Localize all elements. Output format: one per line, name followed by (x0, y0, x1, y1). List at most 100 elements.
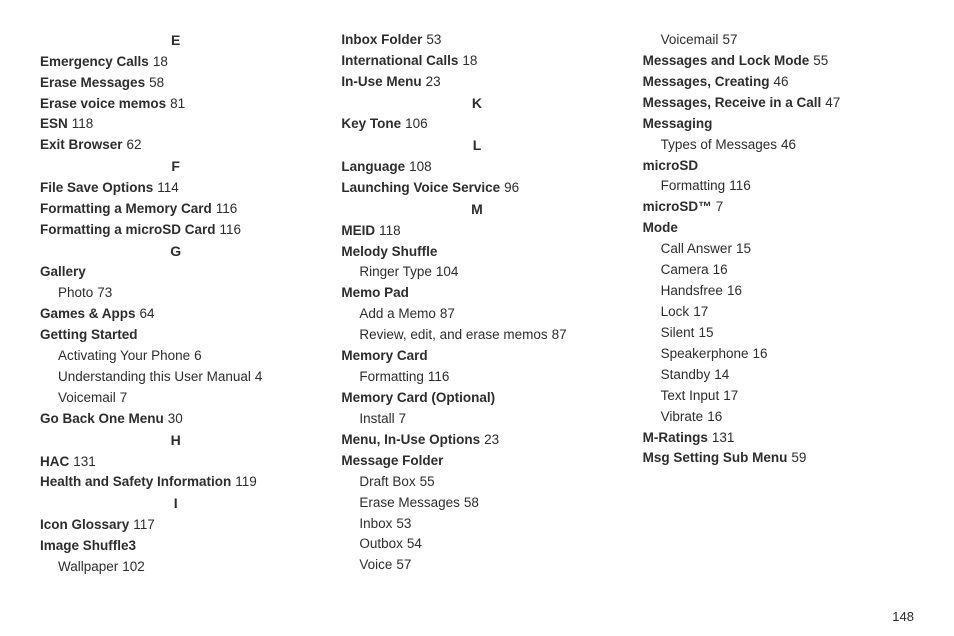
index-page-ref: 117 (133, 517, 155, 532)
index-term: ESN (40, 116, 68, 131)
index-entry: Launching Voice Service 96 (341, 178, 612, 199)
index-term: Launching Voice Service (341, 180, 500, 195)
index-subterm: Erase Messages (359, 495, 460, 510)
index-entry: Language108 (341, 157, 612, 178)
index-term: Emergency Calls (40, 54, 149, 69)
index-section-letter: L (341, 135, 612, 157)
index-page-ref: 116 (729, 178, 751, 193)
index-entry: Message Folder (341, 451, 612, 472)
index-subterm: Wallpaper (58, 559, 118, 574)
index-page-ref: 118 (72, 116, 94, 131)
index-entry: ESN 118 (40, 114, 311, 135)
index-page-ref: 104 (436, 264, 459, 279)
index-page-ref: 58 (464, 495, 479, 510)
index-entry: Go Back One Menu30 (40, 409, 311, 430)
index-term: Gallery (40, 264, 86, 279)
index-page-ref: 18 (462, 53, 477, 68)
index-page-ref: 14 (714, 367, 729, 382)
index-subterm: Standby (661, 367, 711, 382)
index-term: Melody Shuffle (341, 244, 437, 259)
index-subentry: Text Input17 (643, 386, 914, 407)
page: EEmergency Calls18Erase Messages58Erase … (0, 0, 954, 636)
index-page-ref: 118 (379, 223, 401, 238)
index-subterm: Understanding this User Manual (58, 369, 251, 384)
index-subterm: Add a Memo (359, 306, 436, 321)
index-term: Formatting a microSD Card (40, 222, 216, 237)
index-subentry: Review, edit, and erase memos87 (341, 325, 612, 346)
index-subterm: Inbox (359, 516, 392, 531)
index-subentry: Camera16 (643, 260, 914, 281)
index-term: In-Use Menu (341, 74, 421, 89)
index-term: Exit Browser (40, 137, 123, 152)
index-subentry: Erase Messages 58 (341, 493, 612, 514)
index-entry: microSD (643, 156, 914, 177)
index-entry: Messages, Creating46 (643, 72, 914, 93)
index-page-ref: 87 (440, 306, 455, 321)
index-subentry: Types of Messages46 (643, 135, 914, 156)
index-page-ref: 53 (426, 32, 441, 47)
index-term: HAC (40, 454, 69, 469)
index-section-letter: H (40, 430, 311, 452)
index-term: Memo Pad (341, 285, 409, 300)
index-page-ref: 58 (149, 75, 164, 90)
index-subentry: Inbox53 (341, 514, 612, 535)
index-subentry: Wallpaper102 (40, 557, 311, 578)
index-term: Image Shuffle3 (40, 538, 136, 553)
index-entry: Formatting a Memory Card116 (40, 199, 311, 220)
index-subterm: Types of Messages (661, 137, 777, 152)
index-subentry: Outbox54 (341, 534, 612, 555)
index-entry: File Save Options114 (40, 178, 311, 199)
index-term: microSD (643, 158, 699, 173)
index-subterm: Install (359, 411, 394, 426)
index-term: Msg Setting Sub Menu (643, 450, 788, 465)
index-page-ref: 46 (773, 74, 788, 89)
index-subentry: Add a Memo 87 (341, 304, 612, 325)
index-section-letter: G (40, 241, 311, 263)
index-entry: Inbox Folder53 (341, 30, 612, 51)
index-page-ref: 16 (707, 409, 722, 424)
index-subterm: Call Answer (661, 241, 732, 256)
index-subentry: Voicemail7 (40, 388, 311, 409)
index-page-ref: 23 (484, 432, 499, 447)
index-subterm: Formatting (661, 178, 726, 193)
index-subterm: Vibrate (661, 409, 704, 424)
index-page-ref: 18 (153, 54, 168, 69)
index-page-ref: 57 (722, 32, 737, 47)
index-subterm: Outbox (359, 536, 403, 551)
index-subentry: Speakerphone16 (643, 344, 914, 365)
index-subentry: Silent15 (643, 323, 914, 344)
index-page-ref: 4 (255, 369, 263, 384)
index-term: Erase voice memos (40, 96, 166, 111)
index-columns: EEmergency Calls18Erase Messages58Erase … (40, 30, 914, 590)
index-subterm: Lock (661, 304, 690, 319)
index-entry: In-Use Menu23 (341, 72, 612, 93)
index-term: Icon Glossary (40, 517, 129, 532)
index-page-ref: 73 (97, 285, 112, 300)
index-term: Erase Messages (40, 75, 145, 90)
index-term: Getting Started (40, 327, 138, 342)
index-subentry: Handsfree16 (643, 281, 914, 302)
index-page-ref: 16 (727, 283, 742, 298)
index-page-ref: 15 (736, 241, 751, 256)
index-entry: Image Shuffle3 (40, 536, 311, 557)
index-subentry: Formatting116 (643, 176, 914, 197)
index-subterm: Voicemail (58, 390, 116, 405)
index-subterm: Draft Box (359, 474, 415, 489)
index-subentry: Standby14 (643, 365, 914, 386)
index-page-ref: 87 (552, 327, 567, 342)
index-subentry: Formatting116 (341, 367, 612, 388)
index-entry: International Calls18 (341, 51, 612, 72)
index-subterm: Activating Your Phone (58, 348, 190, 363)
index-section-letter: K (341, 93, 612, 115)
index-entry: Formatting a microSD Card116 (40, 220, 311, 241)
index-subterm: Ringer Type (359, 264, 432, 279)
index-term: Menu, In-Use Options (341, 432, 480, 447)
index-subterm: Voicemail (661, 32, 719, 47)
index-subentry: Voicemail57 (643, 30, 914, 51)
index-page-ref: 119 (235, 474, 257, 489)
index-page-ref: 47 (825, 95, 840, 110)
index-page-ref: 16 (752, 346, 767, 361)
index-page-ref: 81 (170, 96, 185, 111)
index-entry: Key Tone106 (341, 114, 612, 135)
index-page-ref: 96 (504, 180, 519, 195)
